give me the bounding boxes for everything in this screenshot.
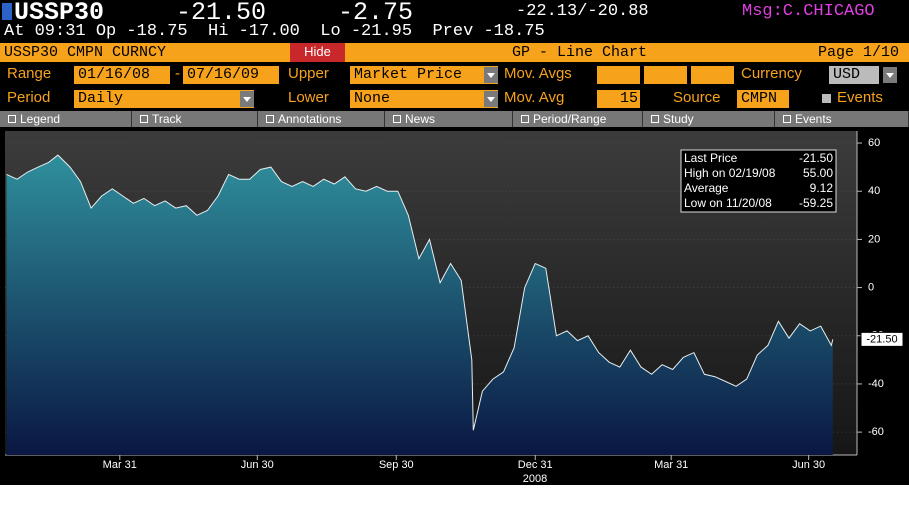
start-date[interactable]: 01/16/08 bbox=[74, 66, 170, 84]
net-change: -2.75 bbox=[338, 0, 414, 27]
label: Source bbox=[673, 89, 721, 106]
cursor bbox=[2, 3, 12, 20]
legend-label: Low on 11/20/08 bbox=[684, 196, 772, 210]
y-tick-label: 0 bbox=[868, 281, 874, 293]
label: - bbox=[175, 65, 180, 82]
bid-ask: -22.13/-20.88 bbox=[516, 2, 649, 21]
legend-value: -21.50 bbox=[799, 151, 833, 165]
field: Market Price bbox=[350, 66, 498, 84]
legend-label: Average bbox=[684, 181, 729, 195]
toolbar-button[interactable]: Events bbox=[775, 111, 909, 127]
dropdown-arrow bbox=[883, 67, 897, 83]
upper-dropdown[interactable]: Market Price bbox=[350, 66, 498, 84]
label: Mov. Avgs bbox=[504, 65, 572, 82]
security: USSP30 CMPN CURNCY bbox=[4, 44, 167, 61]
icon bbox=[140, 115, 148, 123]
x-tick-label: Jun 30 bbox=[241, 459, 274, 471]
legend-value: 55.00 bbox=[803, 166, 833, 180]
field: Daily bbox=[74, 90, 254, 108]
last-price: -21.50 bbox=[176, 0, 267, 27]
icon bbox=[521, 115, 529, 123]
label: Upper bbox=[288, 65, 329, 82]
label: Mov. Avg bbox=[504, 89, 565, 106]
field: None bbox=[350, 90, 498, 108]
mov-avg-field[interactable] bbox=[691, 66, 734, 84]
x-tick-label: Mar 31 bbox=[654, 459, 688, 471]
field: USD bbox=[829, 66, 879, 84]
toolbar-button[interactable]: Legend bbox=[0, 111, 132, 127]
toolbar-button[interactable]: Track bbox=[132, 111, 258, 127]
x-tick-label: Dec 31 bbox=[518, 459, 553, 471]
x-tick-label: Sep 30 bbox=[379, 459, 414, 471]
ticker: USSP30 bbox=[14, 0, 105, 27]
events-checkbox[interactable] bbox=[822, 94, 831, 103]
hide-button[interactable]: Hide bbox=[290, 43, 345, 62]
message[interactable]: Msg:C.CHICAGO bbox=[742, 2, 875, 21]
end-date[interactable]: 07/16/09 bbox=[183, 66, 279, 84]
year-label: 2008 bbox=[523, 473, 547, 485]
label: Period bbox=[7, 89, 51, 106]
quote-line: At 09:31 Op -18.75 Hi -17.00 Lo -21.95 P… bbox=[4, 22, 545, 41]
mov-avg-field[interactable] bbox=[644, 66, 687, 84]
label: Lower bbox=[288, 89, 329, 106]
toolbar-button[interactable]: Period/Range bbox=[513, 111, 643, 127]
dropdown-arrow bbox=[484, 67, 498, 83]
legend-box bbox=[680, 149, 837, 213]
icon bbox=[783, 115, 791, 123]
currency-dropdown[interactable]: USD bbox=[829, 66, 897, 84]
legend-label: High on 02/19/08 bbox=[684, 166, 776, 180]
y-tick-label: 40 bbox=[868, 185, 880, 197]
label: Events bbox=[837, 89, 883, 106]
lower-dropdown[interactable]: None bbox=[350, 90, 498, 108]
dropdown-arrow bbox=[240, 91, 254, 107]
last-price-marker bbox=[860, 331, 904, 347]
dropdown-arrow bbox=[484, 91, 498, 107]
mov-avg-period[interactable]: 15 bbox=[597, 90, 640, 108]
icon bbox=[393, 115, 401, 123]
y-tick-label: -40 bbox=[868, 378, 884, 390]
page-number: Page 1/10 bbox=[818, 44, 900, 61]
icon bbox=[266, 115, 274, 123]
area-fill bbox=[6, 155, 833, 455]
label: Currency bbox=[741, 65, 802, 82]
toolbar-button[interactable]: News bbox=[385, 111, 513, 127]
last-price-label: -21.50 bbox=[866, 333, 897, 345]
title-bar bbox=[0, 43, 909, 62]
source-field[interactable]: CMPN bbox=[737, 90, 789, 108]
legend-value: -59.25 bbox=[799, 196, 833, 210]
x-tick-label: Mar 31 bbox=[103, 459, 137, 471]
icon bbox=[651, 115, 659, 123]
label: Range bbox=[7, 65, 52, 82]
price-line bbox=[6, 154, 834, 431]
function-name: GP - Line Chart bbox=[512, 44, 648, 61]
toolbar-button[interactable]: Annotations bbox=[258, 111, 385, 127]
y-tick-label: 60 bbox=[868, 137, 880, 149]
x-tick-label: Jun 30 bbox=[792, 459, 825, 471]
icon bbox=[8, 115, 16, 123]
y-tick-label: -60 bbox=[868, 426, 884, 438]
period-dropdown[interactable]: Daily bbox=[74, 90, 254, 108]
mov-avg-field[interactable] bbox=[597, 66, 640, 84]
legend-value: 9.12 bbox=[810, 181, 834, 195]
y-tick-label: 20 bbox=[868, 233, 880, 245]
legend-label: Last Price bbox=[684, 151, 738, 165]
toolbar-button[interactable]: Study bbox=[643, 111, 775, 127]
